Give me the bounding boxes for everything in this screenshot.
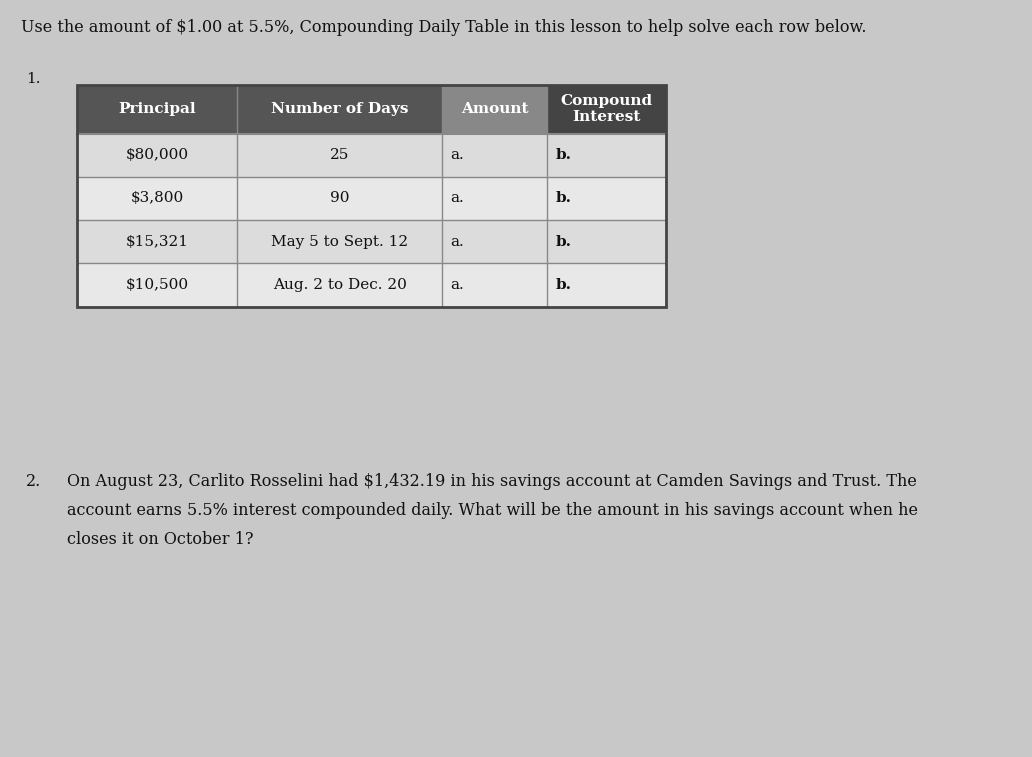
Text: b.: b.	[555, 278, 572, 292]
Text: b.: b.	[555, 235, 572, 249]
Text: $3,800: $3,800	[131, 192, 184, 205]
Text: $10,500: $10,500	[126, 278, 189, 292]
Text: a.: a.	[450, 235, 464, 249]
Text: Principal: Principal	[119, 102, 196, 116]
Text: $15,321: $15,321	[126, 235, 189, 249]
Text: a.: a.	[450, 278, 464, 292]
Text: account earns 5.5% interest compounded daily. What will be the amount in his sav: account earns 5.5% interest compounded d…	[67, 502, 918, 519]
Text: b.: b.	[555, 148, 572, 162]
Bar	[77, 85, 237, 133]
Text: a.: a.	[450, 192, 464, 205]
Bar	[77, 133, 666, 177]
Bar	[77, 85, 666, 307]
Text: Aug. 2 to Dec. 20: Aug. 2 to Dec. 20	[272, 278, 407, 292]
Bar	[77, 263, 666, 307]
Text: closes it on October 1?: closes it on October 1?	[67, 531, 254, 547]
Bar	[442, 85, 547, 133]
Bar	[547, 85, 666, 133]
Bar	[77, 220, 666, 263]
Text: b.: b.	[555, 192, 572, 205]
Text: Number of Days: Number of Days	[270, 102, 409, 116]
Text: On August 23, Carlito Rosselini had $1,432.19 in his savings account at Camden S: On August 23, Carlito Rosselini had $1,4…	[67, 473, 917, 490]
Text: May 5 to Sept. 12: May 5 to Sept. 12	[271, 235, 409, 249]
Text: a.: a.	[450, 148, 464, 162]
Text: $80,000: $80,000	[126, 148, 189, 162]
Text: 1.: 1.	[26, 72, 40, 86]
Text: Amount: Amount	[461, 102, 528, 116]
Text: Use the amount of $1.00 at 5.5%, Compounding Daily Table in this lesson to help : Use the amount of $1.00 at 5.5%, Compoun…	[21, 19, 866, 36]
Text: Compound
Interest: Compound Interest	[560, 94, 652, 124]
Bar	[77, 177, 666, 220]
Text: 90: 90	[330, 192, 350, 205]
Bar	[237, 85, 442, 133]
Text: 25: 25	[330, 148, 349, 162]
Text: 2.: 2.	[26, 473, 41, 490]
